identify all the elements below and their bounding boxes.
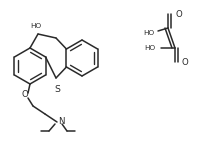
- Text: HO: HO: [144, 45, 155, 51]
- Text: N: N: [58, 118, 65, 126]
- Text: HO: HO: [30, 23, 42, 29]
- Text: S: S: [54, 85, 60, 94]
- Text: HO: HO: [143, 30, 154, 36]
- Text: O: O: [182, 57, 189, 67]
- Text: O: O: [22, 89, 28, 98]
- Text: O: O: [175, 9, 182, 18]
